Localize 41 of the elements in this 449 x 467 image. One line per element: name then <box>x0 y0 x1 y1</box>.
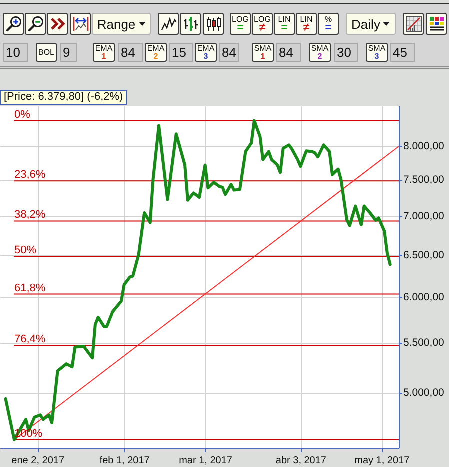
series-label: 0% <box>14 108 31 121</box>
series-label: 61,8% <box>14 282 46 294</box>
text-field: 84 <box>276 43 301 62</box>
y-tick-label: 5.000,00 <box>404 387 445 400</box>
text-field: 30 <box>334 43 358 62</box>
text-field: 45 <box>390 43 415 62</box>
text-field: 9 <box>60 43 77 62</box>
series-label: 76,4% <box>14 333 46 346</box>
text-field: 10 <box>3 43 28 62</box>
toggle-button: SMA 3 <box>366 43 388 62</box>
y-tick-label: 5.500,00 <box>404 337 445 350</box>
toggle-button: EMA 3 <box>195 43 217 62</box>
x-tick-label: feb 1, 2017 <box>100 456 150 466</box>
toggle-button: LOG ≠ <box>252 13 273 35</box>
x-tick-label: may 1, 2017 <box>354 456 410 466</box>
x-tick-label: abr 3, 2017 <box>276 456 327 466</box>
y-tick-label: 6.000,00 <box>404 291 445 304</box>
text-field: 84 <box>219 43 239 62</box>
dropdown: Daily <box>346 13 396 35</box>
toggle-button: EMA 2 <box>145 43 167 62</box>
toggle-button: % = <box>318 13 339 35</box>
series-label: 23,6% <box>14 169 46 182</box>
series-label: 50% <box>14 244 37 256</box>
dropdown: Range <box>92 13 151 35</box>
y-tick-label: 8.000,00 <box>404 140 445 152</box>
x-tick-label: mar 1, 2017 <box>179 456 233 466</box>
y-tick-label: 7.500,00 <box>404 174 445 186</box>
y-tick-label: 7.000,00 <box>404 210 445 222</box>
y-tick-label: 6.500,00 <box>404 249 445 262</box>
toggle-button: LIN ≠ <box>296 13 317 35</box>
series-label: 38,2% <box>14 209 46 222</box>
toggle-button: BOL <box>36 43 57 62</box>
text-field: 84 <box>118 43 143 62</box>
toggle-button: LOG = <box>230 13 251 35</box>
toggle-button: SMA 1 <box>252 43 274 62</box>
toggle-button: LIN = <box>274 13 295 35</box>
tooltip: [Price: 6.379,80] (-6,2%) <box>0 90 128 105</box>
toggle-button: SMA 2 <box>309 43 331 62</box>
x-tick-label: ene 2, 2017 <box>12 456 65 466</box>
toggle-button: EMA 1 <box>93 43 115 62</box>
text-field: 15 <box>169 43 193 62</box>
